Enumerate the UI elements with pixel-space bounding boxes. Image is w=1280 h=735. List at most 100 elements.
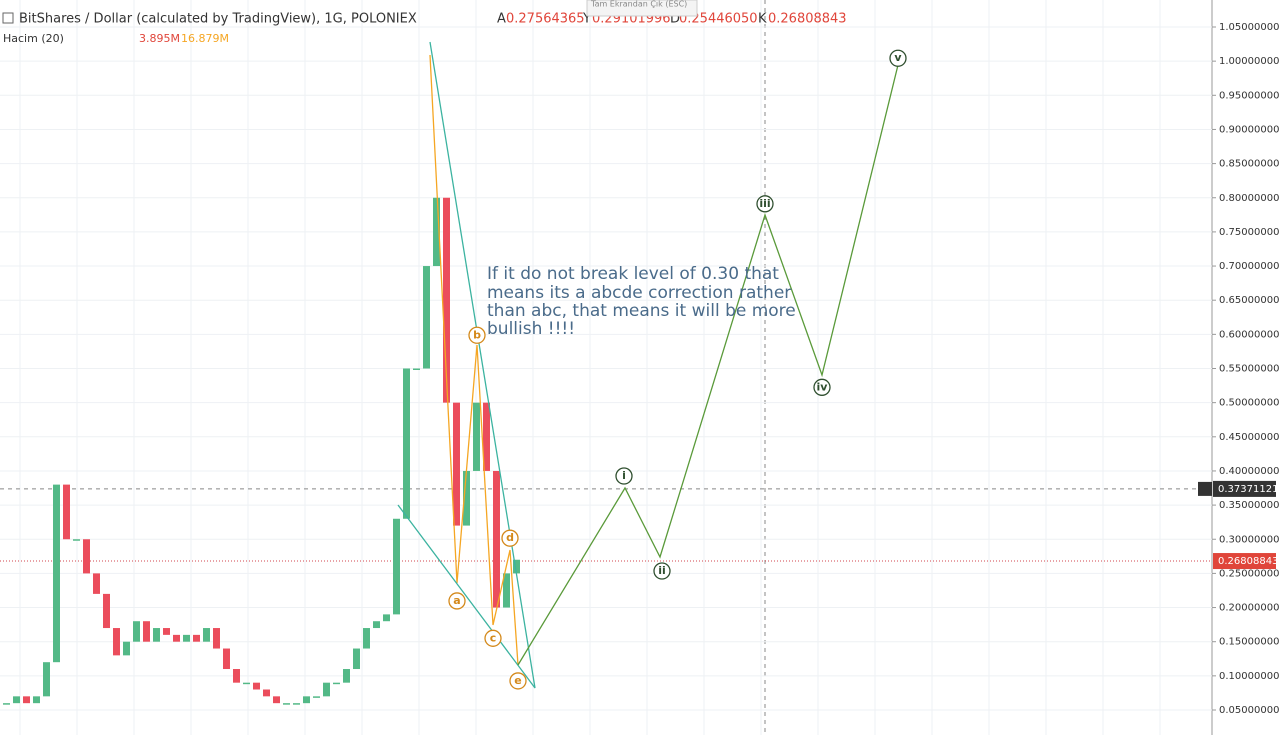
y-tick-label: 0.65000000: [1219, 295, 1279, 306]
candle: [503, 573, 510, 608]
tooltip: [586, 0, 698, 17]
wave-label: v: [894, 51, 902, 64]
candle: [123, 641, 130, 656]
wave-marker: [501, 529, 519, 547]
wave-label: iv: [817, 380, 829, 393]
candle: [183, 634, 190, 642]
candle: [13, 696, 20, 704]
candle: [53, 484, 60, 663]
volume-value: 3.895M: [139, 32, 180, 45]
candle: [33, 696, 40, 704]
crosshair-badge: [1213, 480, 1276, 497]
candle: [83, 539, 90, 574]
y-tick-label: 0.30000000: [1219, 534, 1279, 545]
y-tick-label: 0.90000000: [1219, 124, 1279, 135]
wave-marker: [484, 629, 502, 647]
annotation-line: bullish !!!!: [487, 319, 575, 339]
triangle-lines: [397, 41, 536, 689]
ohlc-value: 0.25446050: [679, 12, 758, 27]
wave-label: e: [514, 674, 521, 687]
candle: [433, 197, 440, 267]
candle: [63, 484, 70, 540]
wave-label: d: [506, 531, 514, 544]
vertical-grid: [19, 0, 1161, 735]
wave-marker: [653, 562, 671, 580]
wave-marker: [509, 672, 527, 690]
candle: [203, 628, 210, 642]
candle: [243, 682, 250, 685]
candle: [333, 682, 340, 685]
last-price-badge: [1213, 553, 1276, 570]
ohlc-key: D: [670, 12, 680, 27]
abcde-wave: [429, 54, 519, 666]
candle: [113, 628, 120, 656]
wave-marker: [615, 467, 633, 485]
y-tick-label: 1.05000000: [1219, 22, 1279, 33]
y-tick-label: 0.50000000: [1219, 398, 1279, 409]
candle: [143, 621, 150, 642]
candle: [493, 470, 500, 608]
wave-label: c: [490, 631, 497, 644]
candle: [343, 669, 350, 683]
y-tick-label: 0.75000000: [1219, 227, 1279, 238]
y-tick-label: 0.10000000: [1219, 671, 1279, 682]
candle: [313, 696, 320, 698]
volume-label: Hacim (20): [3, 32, 64, 45]
candle: [3, 703, 10, 705]
y-tick-label: 0.70000000: [1219, 261, 1279, 272]
candle: [263, 689, 270, 697]
y-tick-label: 1.00000000: [1219, 56, 1279, 67]
candle: [513, 559, 520, 574]
candle: [413, 368, 420, 370]
candle: [163, 628, 170, 635]
candle: [173, 634, 180, 642]
crosshair-label: 0.37371121: [1218, 484, 1278, 495]
y-tick-label: 0.15000000: [1219, 637, 1279, 648]
impulse-wave: [517, 64, 899, 666]
ohlc-key: Y: [582, 12, 591, 27]
wave-marker: [756, 195, 774, 213]
candle: [23, 696, 30, 704]
candle: [483, 402, 490, 471]
wave-label: i: [622, 469, 626, 482]
y-tick-label: 0.25000000: [1219, 568, 1279, 579]
candle: [73, 539, 80, 541]
y-tick-label: 0.95000000: [1219, 90, 1279, 101]
wave-label: a: [453, 594, 460, 607]
ohlc-value: 0.26808843: [768, 12, 847, 27]
candle: [193, 634, 200, 642]
candle: [273, 696, 280, 704]
wave-marker: [813, 378, 831, 396]
candle: [403, 368, 410, 519]
wave-label: ii: [658, 564, 666, 577]
annotation-line: means its a abcde correction rather: [487, 283, 791, 303]
candle: [353, 648, 360, 670]
plus-button[interactable]: [1198, 481, 1212, 496]
ohlc-value: 0.27564365: [506, 12, 585, 27]
collapse-icon[interactable]: [2, 12, 14, 24]
candle: [423, 266, 430, 369]
volume-ma: 16.879M: [181, 32, 229, 45]
candle: [233, 669, 240, 683]
y-tick-label: 0.60000000: [1219, 329, 1279, 340]
candle: [323, 682, 330, 697]
y-tick-label: 0.45000000: [1219, 432, 1279, 443]
wave-marker: [468, 326, 486, 344]
candle: [373, 621, 380, 629]
candle: [443, 197, 450, 403]
y-tick-label: 0.05000000: [1219, 705, 1279, 716]
candle: [223, 648, 230, 670]
last-price-label: 0.26808843: [1218, 556, 1278, 567]
tooltip-text: Tam Ekrandan Çık (ESC): [590, 0, 687, 9]
candle: [253, 682, 260, 690]
candle: [93, 573, 100, 594]
y-tick-label: 0.20000000: [1219, 603, 1279, 614]
candle: [383, 614, 390, 622]
candle: [473, 402, 480, 471]
candle: [293, 703, 300, 705]
candle: [133, 621, 140, 642]
y-tick-label: 0.85000000: [1219, 159, 1279, 170]
candle: [103, 593, 110, 629]
